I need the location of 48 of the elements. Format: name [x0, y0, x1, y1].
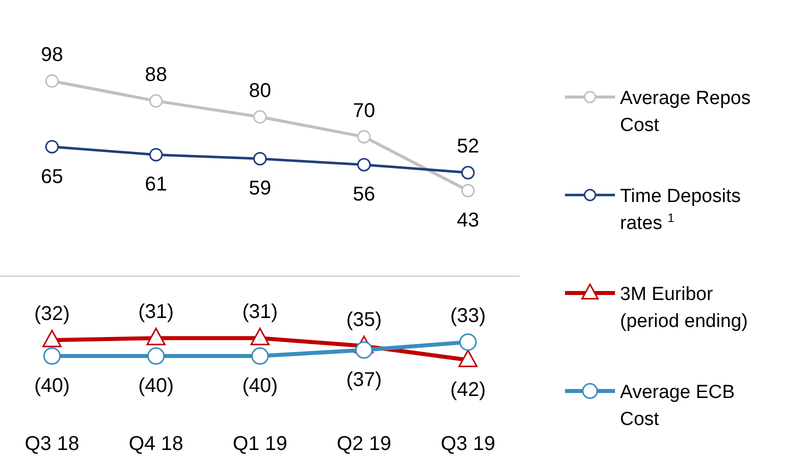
data-label: (31) — [138, 301, 174, 324]
legend-label: Time Deposits rates $^{1}$ — [620, 186, 741, 234]
data-label: 98 — [40, 44, 64, 66]
x-tick-label: Q3 19 — [440, 433, 496, 455]
data-label: 61 — [144, 174, 168, 196]
point — [251, 347, 269, 365]
data-label: (40) — [242, 375, 278, 398]
data-label: (42) — [450, 379, 486, 401]
x-tick-label: Q2 19 — [336, 433, 392, 455]
data-label: (31) — [242, 301, 278, 324]
legend-label: Average Repos Cost — [620, 88, 751, 136]
point — [45, 140, 59, 154]
legend-label: Average ECB Cost — [620, 382, 735, 430]
point — [459, 333, 477, 351]
point — [149, 148, 163, 162]
point — [253, 110, 267, 124]
point — [146, 328, 166, 346]
point — [458, 350, 478, 368]
data-label: (40) — [34, 375, 70, 398]
legend-label: 3M Euribor (period ending) — [620, 284, 748, 332]
data-label: (32) — [34, 303, 70, 326]
point — [461, 184, 475, 198]
point — [45, 74, 59, 88]
point — [147, 347, 165, 365]
data-label: 65 — [40, 166, 64, 188]
data-label: 52 — [456, 136, 480, 158]
data-label: 56 — [352, 184, 376, 206]
point — [43, 347, 61, 365]
x-tick-label: Q1 19 — [232, 433, 288, 455]
data-label: 59 — [248, 178, 272, 200]
data-label: 70 — [352, 100, 376, 122]
point — [253, 152, 267, 166]
data-label: (37) — [346, 369, 382, 392]
x-tick-label: Q4 18 — [128, 433, 184, 455]
data-label: (35) — [346, 309, 382, 332]
point — [357, 130, 371, 144]
point — [357, 158, 371, 172]
data-label: (40) — [138, 375, 174, 398]
data-label: 80 — [248, 80, 272, 102]
x-tick-label: Q3 18 — [24, 433, 80, 455]
point — [149, 94, 163, 108]
point — [355, 341, 373, 359]
point — [42, 330, 62, 348]
point — [461, 166, 475, 180]
data-label: (33) — [450, 305, 486, 328]
data-label: 88 — [144, 64, 168, 86]
data-label: 43 — [456, 210, 480, 232]
point — [250, 328, 270, 346]
